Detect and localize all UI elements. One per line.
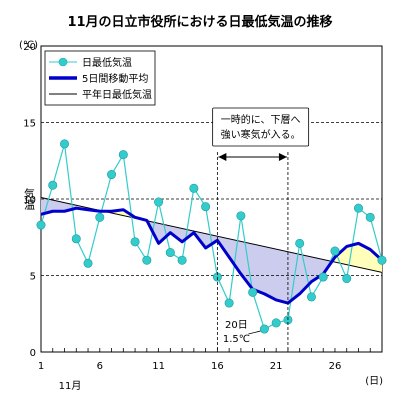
record-low-label-line-2: 1.5℃	[223, 334, 250, 345]
daily-min-point-23	[295, 238, 305, 248]
daily-min-point-13	[177, 255, 187, 265]
daily-min-point-7	[107, 170, 117, 180]
moving-average-line	[40, 206, 384, 305]
daily-min-point-9	[130, 237, 140, 247]
daily-min-point-11	[154, 197, 164, 207]
daily-min-point-21	[271, 318, 281, 328]
y-tick-label-15: 15	[23, 119, 36, 130]
legend-label-normal-min: 平年日最低気温	[82, 88, 152, 101]
daily-min-point-4	[71, 234, 81, 244]
legend-marker-daily-min	[58, 57, 68, 67]
record-low-leader	[248, 330, 261, 335]
x-unit-label: (日)	[365, 376, 383, 387]
daily-min-point-15	[201, 202, 211, 212]
daily-min-point-28	[353, 203, 363, 213]
x-tick-label-1: 1	[38, 361, 44, 372]
daily-min-point-26	[330, 246, 340, 256]
x-tick-label-16: 16	[211, 361, 224, 372]
daily-min-point-24	[306, 292, 316, 302]
daily-min-point-18	[236, 211, 246, 221]
series-layer	[36, 139, 387, 334]
daily-min-point-17	[224, 298, 234, 308]
y-tick-label-10: 10	[23, 195, 36, 206]
span-arrow-head-left	[218, 153, 227, 161]
chart-title: 11月の日立市役所における日最低気温の推移	[67, 14, 332, 30]
cold-air-callout-box	[212, 107, 310, 147]
daily-min-point-1	[36, 220, 46, 230]
grid-lines	[41, 122, 382, 276]
daily-min-point-29	[365, 212, 375, 222]
x-tick-label-11: 11	[152, 361, 165, 372]
daily-min-point-19	[248, 287, 258, 297]
record-low-label-line-1: 20日	[225, 320, 248, 331]
daily-min-point-2	[48, 180, 58, 190]
month-label: 11月	[59, 380, 82, 392]
daily-min-point-6	[95, 212, 105, 222]
legend: 日最低気温 5日間移動平均 平年日最低気温	[44, 50, 156, 106]
x-tick-label-6: 6	[97, 361, 103, 372]
legend-label-moving-average: 5日間移動平均	[82, 72, 148, 85]
cold-air-callout-line-1: 一時的に、下層へ	[221, 113, 301, 126]
y-unit-label: (℃)	[19, 40, 38, 51]
daily-min-point-3	[60, 139, 70, 149]
y-tick-label-20: 20	[23, 42, 36, 53]
daily-min-point-30	[377, 255, 387, 265]
x-tick-label-21: 21	[270, 361, 283, 372]
y-tick-label-0: 0	[30, 348, 36, 359]
cold-air-callout-line-2: 強い寒気が入る。	[221, 128, 301, 141]
daily-min-point-14	[189, 183, 199, 193]
daily-min-point-5	[83, 258, 93, 268]
daily-min-point-27	[342, 274, 352, 284]
daily-min-point-25	[318, 272, 328, 282]
daily-min-point-12	[165, 248, 175, 258]
y-tick-label-5: 5	[30, 272, 36, 283]
below-normal-fill-2	[147, 220, 332, 304]
span-arrow-head-right	[278, 153, 287, 161]
legend-label-daily-min: 日最低気温	[82, 56, 132, 69]
x-tick-label-26: 26	[329, 361, 342, 372]
y-axis-label: 気温	[23, 187, 36, 210]
daily-min-point-20	[259, 324, 269, 334]
daily-min-point-8	[118, 150, 128, 160]
daily-min-point-10	[142, 255, 152, 265]
